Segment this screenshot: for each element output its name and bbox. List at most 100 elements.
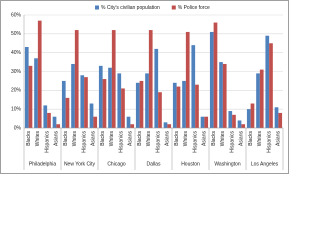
group-label: Houston bbox=[181, 161, 200, 167]
bar bbox=[52, 116, 57, 128]
bar bbox=[24, 47, 29, 129]
bar bbox=[182, 80, 186, 128]
bar bbox=[209, 31, 214, 129]
x-tick-label: Asians bbox=[239, 131, 245, 147]
bar bbox=[61, 80, 66, 128]
x-tick-label: Whites bbox=[220, 131, 226, 147]
bar bbox=[256, 73, 260, 128]
group-label: Washington bbox=[214, 161, 240, 167]
bar bbox=[219, 62, 223, 129]
bar bbox=[195, 84, 199, 128]
bar bbox=[71, 63, 75, 128]
bar bbox=[232, 114, 236, 128]
bar bbox=[108, 67, 112, 128]
chart-border bbox=[0, 0, 289, 174]
bar bbox=[269, 43, 273, 128]
x-tick-label: Asians bbox=[165, 131, 171, 147]
bar bbox=[241, 124, 246, 128]
bar bbox=[213, 22, 218, 128]
bar bbox=[47, 112, 51, 128]
legend-swatch bbox=[171, 5, 176, 10]
bar bbox=[37, 20, 42, 128]
bar bbox=[274, 107, 279, 128]
x-tick-label: Blacks bbox=[248, 131, 254, 146]
bar bbox=[34, 58, 38, 128]
bar bbox=[135, 82, 140, 128]
bar bbox=[98, 65, 103, 128]
legend-label: % City's civilian population bbox=[101, 5, 160, 11]
y-tick-label: 10% bbox=[11, 106, 22, 112]
bar bbox=[89, 103, 94, 128]
bar bbox=[265, 35, 270, 128]
x-tick-label: Hispanics bbox=[192, 131, 198, 153]
legend-label: % Police force bbox=[178, 5, 210, 11]
bar bbox=[191, 45, 196, 129]
bar bbox=[28, 65, 33, 128]
bar bbox=[185, 31, 190, 129]
bar bbox=[167, 124, 172, 128]
bar bbox=[84, 77, 88, 128]
bar bbox=[204, 116, 209, 128]
bar bbox=[117, 73, 122, 128]
y-tick-label: 0% bbox=[14, 125, 22, 131]
bar bbox=[74, 30, 79, 128]
bar bbox=[56, 124, 61, 128]
x-tick-label: Hispanics bbox=[81, 131, 87, 153]
bar bbox=[228, 111, 233, 128]
x-tick-label: Blacks bbox=[211, 131, 217, 146]
bar bbox=[93, 116, 98, 128]
x-tick-label: Hispanics bbox=[229, 131, 235, 153]
bar bbox=[111, 30, 116, 128]
group-label: Dallas bbox=[147, 161, 161, 167]
bar bbox=[176, 86, 181, 128]
bar bbox=[222, 63, 227, 128]
bar bbox=[172, 82, 177, 128]
x-tick-label: Blacks bbox=[100, 131, 106, 146]
x-tick-label: Asians bbox=[276, 131, 282, 147]
bar bbox=[80, 75, 85, 128]
y-tick-label: 20% bbox=[11, 88, 22, 94]
bar bbox=[158, 92, 162, 128]
x-tick-label: Whites bbox=[72, 131, 78, 147]
y-tick-label: 30% bbox=[11, 69, 22, 75]
x-tick-label: Asians bbox=[202, 131, 208, 147]
y-tick-label: 60% bbox=[11, 12, 22, 18]
x-tick-label: Hispanics bbox=[118, 131, 124, 153]
x-tick-label: Whites bbox=[35, 131, 41, 147]
group-label: New York City bbox=[64, 161, 96, 167]
bar bbox=[250, 103, 255, 128]
bar bbox=[130, 124, 135, 128]
bar bbox=[259, 69, 264, 128]
bar bbox=[154, 48, 159, 128]
bar bbox=[126, 116, 131, 128]
bar bbox=[278, 112, 283, 128]
group-label: Philadelphia bbox=[29, 161, 56, 167]
y-tick-label: 50% bbox=[11, 31, 22, 37]
legend-swatch bbox=[95, 5, 99, 10]
x-tick-label: Blacks bbox=[137, 131, 143, 146]
bar bbox=[139, 80, 144, 128]
bar bbox=[121, 88, 125, 128]
x-tick-label: Hispanics bbox=[155, 131, 161, 153]
x-tick-label: Asians bbox=[128, 131, 134, 147]
x-tick-label: Hispanics bbox=[44, 131, 50, 153]
chart: 0%10%20%30%40%50%60%Blacks Whites Hispanic… bbox=[0, 0, 289, 174]
bar bbox=[145, 73, 149, 128]
x-tick-label: Hispanics bbox=[266, 131, 272, 153]
bar bbox=[102, 79, 107, 128]
group-label: Los Angeles bbox=[251, 161, 279, 167]
bar bbox=[200, 116, 205, 128]
bar bbox=[237, 120, 242, 128]
x-tick-label: Asians bbox=[54, 131, 60, 147]
x-tick-label: Whites bbox=[183, 131, 189, 147]
x-tick-label: Asians bbox=[91, 131, 97, 147]
x-tick-label: Whites bbox=[146, 131, 152, 147]
x-tick-label: Blacks bbox=[63, 131, 69, 146]
bar bbox=[148, 30, 153, 128]
bar bbox=[65, 97, 70, 128]
x-tick-label: Blacks bbox=[174, 131, 180, 146]
bar bbox=[43, 105, 48, 128]
group-label: Chicago bbox=[107, 161, 126, 167]
x-tick-label: Blacks bbox=[26, 131, 32, 146]
bar bbox=[163, 122, 168, 128]
